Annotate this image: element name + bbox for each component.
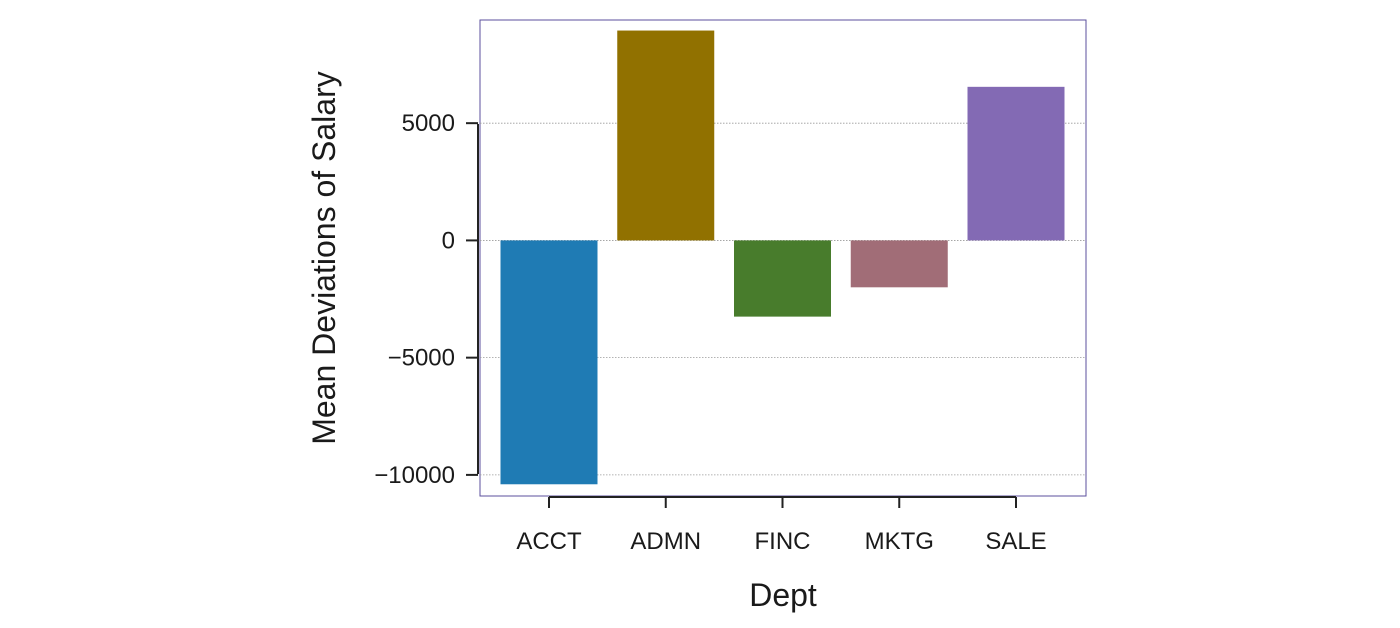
y-tick-label: −5000 [388,345,455,372]
bar-admn [617,30,715,241]
bar-acct [500,240,598,485]
x-axis-title: Dept [749,577,817,613]
y-tick-label: 5000 [402,110,455,137]
x-tick-label-finc: FINC [755,528,811,555]
bar-finc [734,240,831,317]
x-tick-label-admn: ADMN [630,528,701,555]
y-axis-title: Mean Deviations of Salary [306,71,342,445]
bars [500,30,1065,485]
y-axis: −10000 −5000 0 5000 [374,110,479,489]
x-tick-label-sale: SALE [985,528,1046,555]
y-tick-label: −10000 [374,462,455,489]
x-tick-label-acct: ACCT [516,528,582,555]
y-tick-label: 0 [442,227,455,254]
bar-mktg [850,240,948,288]
x-axis: ACCT ADMN FINC MKTG SALE [516,496,1047,555]
bar-sale [967,86,1065,241]
x-tick-label-mktg: MKTG [865,528,934,555]
